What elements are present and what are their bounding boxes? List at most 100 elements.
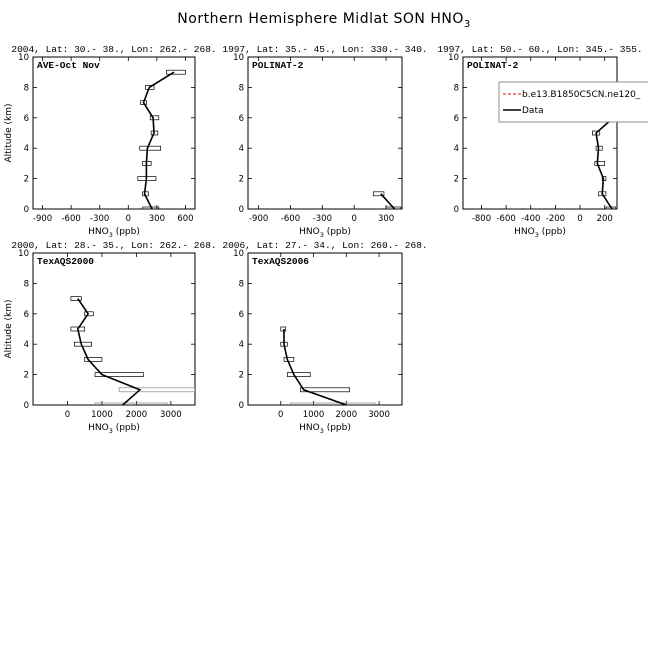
chart-panel-5: 2006, Lat: 27.- 34., Lon: 260.- 268. 0 2 4 6… — [222, 240, 427, 435]
campaign-label: POLINAT-2 — [252, 60, 304, 71]
legend-label: Data — [522, 106, 544, 116]
x-axis-label-sub: 3 — [109, 427, 113, 435]
panel-header: 2006, Lat: 27.- 34., Lon: 260.- 268. — [222, 240, 427, 251]
legend-box — [498, 81, 648, 123]
x-axis-label: HNO3 (ppb) — [299, 227, 351, 239]
x-axis-label-main: HNO — [299, 227, 320, 237]
panel-header: 2000, Lat: 28.- 35., Lon: 262.- 268. — [11, 240, 216, 251]
y-tick-label: 2 — [24, 175, 29, 185]
y-tick-label: 8 — [239, 279, 244, 289]
data-box — [594, 161, 606, 166]
y-tick-label: 4 — [239, 144, 244, 154]
y-tick-label: 10 — [18, 249, 29, 259]
panel-frame — [247, 252, 403, 406]
x-axis-label-main: HNO — [88, 227, 109, 237]
panel-header: 1997, Lat: 50.- 60., Lon: 345.- 355. — [437, 44, 642, 55]
chart-panel-3: 1997, Lat: 50.- 60., Lon: 345.- 355. 0 2 4 6… — [437, 44, 648, 239]
figure-title: Northern Hemisphere Midlat SON HNO3 — [177, 11, 470, 30]
x-axis-label-unit: (ppb) — [113, 227, 140, 237]
data-box — [94, 402, 168, 405]
x-axis-label-unit: (ppb) — [324, 227, 351, 237]
data-box — [84, 311, 94, 317]
y-tick-label: 6 — [24, 310, 29, 320]
data-box — [145, 85, 155, 90]
x-tick-label: 0 — [126, 214, 131, 224]
data-box — [283, 357, 295, 362]
y-tick-label: 10 — [18, 53, 29, 63]
x-tick-label: 1000 — [91, 410, 113, 420]
x-tick-label: 3000 — [160, 410, 182, 420]
x-tick-label: 200 — [597, 214, 613, 224]
campaign-label: POLINAT-2 — [467, 60, 519, 71]
panel-frame — [247, 56, 403, 210]
chart-panel-2: 1997, Lat: 35.- 45., Lon: 330.- 340. 0 2 4 6… — [222, 44, 427, 239]
x-axis-label-sub: 3 — [109, 231, 113, 239]
data-box — [601, 176, 607, 181]
x-axis-label-unit: (ppb) — [324, 423, 351, 433]
x-tick-label: -600 — [281, 214, 300, 224]
x-tick-label: 2000 — [335, 410, 357, 420]
x-tick-label: -400 — [521, 214, 540, 224]
y-axis-label: Altitude (km) — [4, 103, 14, 162]
y-tick-label: 4 — [454, 144, 459, 154]
x-tick-label: -900 — [33, 214, 52, 224]
data-layer — [280, 326, 377, 405]
panel-frame — [32, 56, 196, 210]
x-tick-label: -600 — [61, 214, 80, 224]
x-tick-label: 0 — [65, 410, 70, 420]
x-axis-label-main: HNO — [514, 227, 535, 237]
y-tick-label: 0 — [454, 205, 459, 215]
panel-frame — [32, 252, 196, 406]
legend: b.e13.B1850C5CN.ne120_ Data — [498, 81, 648, 123]
x-axis-label: HNO3 (ppb) — [88, 423, 140, 435]
x-axis-label-unit: (ppb) — [113, 423, 140, 433]
y-tick-label: 6 — [239, 310, 244, 320]
data-box — [70, 296, 82, 301]
campaign-label: AVE-Oct Nov — [37, 60, 100, 71]
y-tick-label: 8 — [24, 83, 29, 93]
x-axis-label: HNO3 (ppb) — [299, 423, 351, 435]
panel-header: 2004, Lat: 30.- 38., Lon: 262.- 268. — [11, 44, 216, 55]
x-axis-label: HNO3 (ppb) — [88, 227, 140, 239]
y-tick-label: 10 — [233, 249, 244, 259]
campaign-label: TexAQS2000 — [37, 256, 94, 267]
x-tick-label: -300 — [90, 214, 109, 224]
data-mean-line — [380, 193, 396, 209]
data-mean-line — [142, 71, 175, 209]
panel-header: 1997, Lat: 35.- 45., Lon: 330.- 340. — [222, 44, 427, 55]
y-axis-label: Altitude (km) — [4, 299, 14, 358]
data-box — [372, 191, 385, 197]
y-tick-label: 6 — [454, 114, 459, 124]
y-tick-label: 4 — [24, 340, 29, 350]
y-tick-label: 0 — [24, 205, 29, 215]
y-tick-label: 0 — [239, 401, 244, 411]
data-box — [286, 372, 311, 377]
panel-frame — [462, 56, 618, 210]
x-tick-label: 2000 — [126, 410, 148, 420]
x-axis-label-sub: 3 — [535, 231, 539, 239]
y-tick-label: 8 — [454, 83, 459, 93]
legend-label: b.e13.B1850C5CN.ne120_ — [522, 90, 641, 100]
x-tick-label: -200 — [546, 214, 565, 224]
y-tick-label: 8 — [24, 279, 29, 289]
y-tick-label: 0 — [24, 401, 29, 411]
data-box — [139, 145, 162, 151]
x-axis-label-sub: 3 — [320, 231, 324, 239]
x-tick-label: 300 — [378, 214, 394, 224]
y-tick-label: 0 — [239, 205, 244, 215]
x-tick-label: 1000 — [303, 410, 325, 420]
y-tick-label: 2 — [24, 371, 29, 381]
x-axis-label: HNO3 (ppb) — [514, 227, 566, 239]
y-tick-label: 6 — [24, 114, 29, 124]
x-tick-label: 0 — [577, 214, 582, 224]
x-axis-label-main: HNO — [299, 423, 320, 433]
y-tick-label: 8 — [239, 83, 244, 93]
data-mean-line — [76, 298, 142, 405]
data-box — [118, 387, 195, 393]
x-tick-label: 0 — [351, 214, 356, 224]
x-tick-label: -600 — [496, 214, 515, 224]
chart-panel-4: 2000, Lat: 28.- 35., Lon: 262.- 268. 0 2 4 6… — [4, 240, 217, 435]
y-tick-label: 2 — [239, 175, 244, 185]
data-box — [149, 115, 160, 121]
